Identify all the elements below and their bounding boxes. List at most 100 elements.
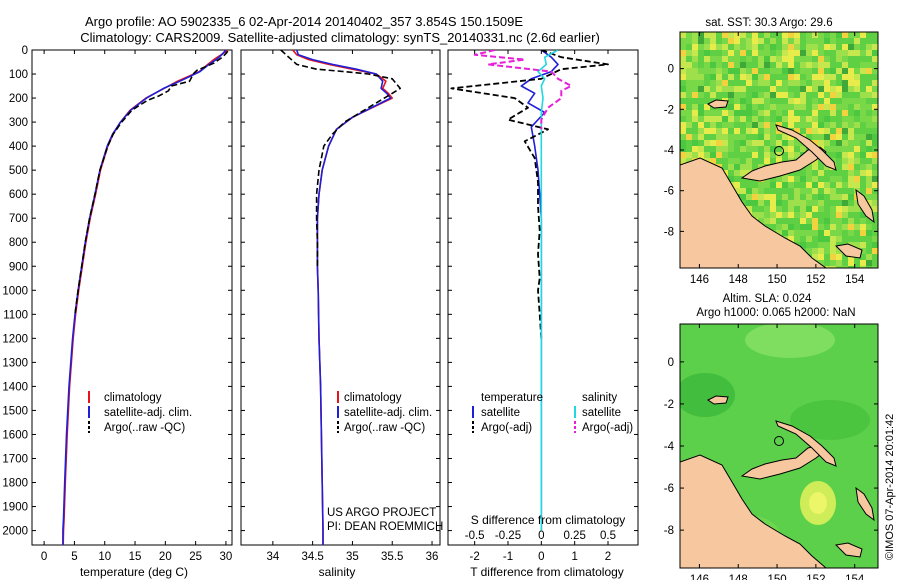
sst-cell xyxy=(866,218,872,224)
sst-cell xyxy=(836,248,842,254)
sst-cell xyxy=(812,68,818,74)
sst-cell xyxy=(782,146,788,152)
sst-cell xyxy=(782,32,788,38)
sst-cell xyxy=(854,86,860,92)
salinity-profiles xyxy=(280,50,402,545)
sst-cell xyxy=(824,206,830,212)
sst-cell xyxy=(764,182,770,188)
sst-cell xyxy=(830,68,836,74)
sst-cell xyxy=(836,176,842,182)
sst-cell xyxy=(818,176,824,182)
sst-cell xyxy=(836,218,842,224)
sst-cell xyxy=(782,86,788,92)
sst-cell xyxy=(704,128,710,134)
sst-cell xyxy=(776,32,782,38)
sst-cell xyxy=(872,266,878,268)
sst-cell xyxy=(842,80,848,86)
sst-cell xyxy=(842,104,848,110)
sst-cell xyxy=(776,212,782,218)
sst-cell xyxy=(800,224,806,230)
sst-cell xyxy=(758,152,764,158)
x-tick-label: 2 xyxy=(605,551,611,563)
sst-cell xyxy=(764,206,770,212)
sst-cell xyxy=(836,146,842,152)
sst-cell xyxy=(842,86,848,92)
sst-cell xyxy=(842,62,848,68)
sst-cell xyxy=(710,62,716,68)
sst-cell xyxy=(848,200,854,206)
sst-cell xyxy=(788,194,794,200)
sst-cell xyxy=(782,230,788,236)
sst-cell xyxy=(854,122,860,128)
sst-cell xyxy=(830,200,836,206)
sst-cell xyxy=(716,128,722,134)
sst-cell xyxy=(818,104,824,110)
sst-cell xyxy=(836,158,842,164)
sst-cell xyxy=(710,110,716,116)
sst-cell xyxy=(848,260,854,266)
map-x-tick-label: 152 xyxy=(806,274,825,286)
sst-cell xyxy=(710,116,716,122)
temperature-x-axis: 0 5 10 15 20 25 30 xyxy=(41,50,232,563)
sst-cell xyxy=(728,158,734,164)
sst-cell xyxy=(872,134,878,140)
sst-cell xyxy=(800,38,806,44)
sst-cell xyxy=(794,62,800,68)
sst-cell xyxy=(728,68,734,74)
sst-cell xyxy=(854,230,860,236)
sst-cell xyxy=(746,32,752,38)
sst-cell xyxy=(812,182,818,188)
sst-cell xyxy=(764,134,770,140)
sst-cell xyxy=(758,206,764,212)
sla-high-anomaly xyxy=(745,324,835,358)
sst-cell xyxy=(842,44,848,50)
sst-cell xyxy=(794,80,800,86)
sst-cell xyxy=(830,266,836,268)
sst-cell xyxy=(830,176,836,182)
sst-cell xyxy=(818,194,824,200)
title-line-1: Argo profile: AO 5902335_6 02-Apr-2014 2… xyxy=(85,14,523,29)
sst-cell xyxy=(746,200,752,206)
sst-cell xyxy=(698,104,704,110)
sst-cell xyxy=(818,248,824,254)
sst-cell xyxy=(680,152,686,158)
sst-cell xyxy=(692,62,698,68)
sst-cell xyxy=(728,56,734,62)
sst-cell xyxy=(842,170,848,176)
sst-cell xyxy=(872,164,878,170)
sst-cell xyxy=(830,188,836,194)
sst-cell xyxy=(836,68,842,74)
sst-cell xyxy=(836,188,842,194)
sst-cell xyxy=(800,236,806,242)
sst-cell xyxy=(800,74,806,80)
sst-cell xyxy=(764,62,770,68)
sst-cell xyxy=(686,158,692,164)
sst-cell xyxy=(860,182,866,188)
sst-cell xyxy=(842,200,848,206)
sst-cell xyxy=(872,182,878,188)
sst-cell xyxy=(704,116,710,122)
sst-cell xyxy=(776,146,782,152)
sst-cell xyxy=(740,56,746,62)
sst-cell xyxy=(854,116,860,122)
sst-cell xyxy=(776,230,782,236)
sst-cell xyxy=(812,116,818,122)
sst-cell xyxy=(794,68,800,74)
sst-cell xyxy=(854,62,860,68)
sst-cell xyxy=(680,110,686,116)
sst-cell xyxy=(686,62,692,68)
sst-cell xyxy=(836,62,842,68)
sst-cell xyxy=(806,38,812,44)
land-manus xyxy=(707,395,729,405)
sst-cell xyxy=(770,152,776,158)
sst-cell xyxy=(794,122,800,128)
sst-cell xyxy=(836,260,842,266)
sst-cell xyxy=(686,38,692,44)
sst-cell xyxy=(746,122,752,128)
sst-cell xyxy=(860,170,866,176)
sst-cell xyxy=(770,56,776,62)
sst-cell xyxy=(740,38,746,44)
sst-cell xyxy=(740,176,746,182)
sst-cell xyxy=(704,62,710,68)
